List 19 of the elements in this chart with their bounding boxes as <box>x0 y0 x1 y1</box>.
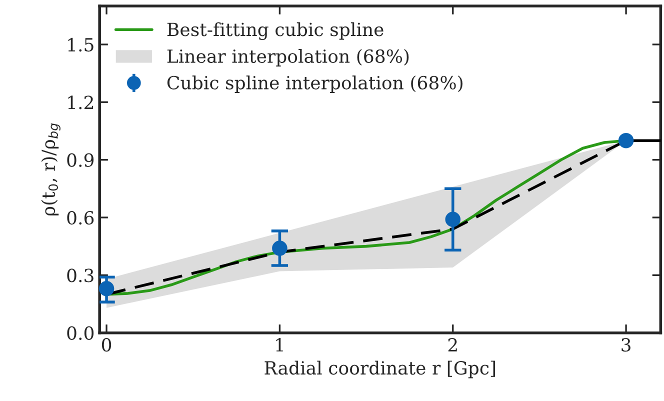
legend-label: Linear interpolation (68%) <box>167 49 409 66</box>
y-tick-label: 1.5 <box>68 38 94 52</box>
legend-label: Best-fitting cubic spline <box>167 22 384 40</box>
x-axis-title: Radial coordinate r [Gpc] <box>264 360 495 378</box>
x-tick-label: 1 <box>276 338 283 352</box>
y-tick-label: 0.0 <box>67 326 94 340</box>
x-tick-label: 0 <box>102 338 112 352</box>
point <box>445 212 461 228</box>
x-tick-label: 3 <box>622 338 630 352</box>
y-tick-label: 0.9 <box>67 153 94 167</box>
y-tick-label: 0.6 <box>67 210 94 225</box>
y-tick-label: 1.2 <box>68 96 93 110</box>
y-axis-title: ρ(t$_{0}$, r)/ρ$_{bg}$ <box>41 123 60 216</box>
y-tick-label: 0.3 <box>67 268 94 282</box>
point <box>272 240 288 256</box>
point <box>98 280 114 296</box>
point <box>618 132 634 148</box>
legend-label: Cubic spline interpolation (68%) <box>167 76 462 93</box>
x-tick-label: 2 <box>448 338 457 352</box>
